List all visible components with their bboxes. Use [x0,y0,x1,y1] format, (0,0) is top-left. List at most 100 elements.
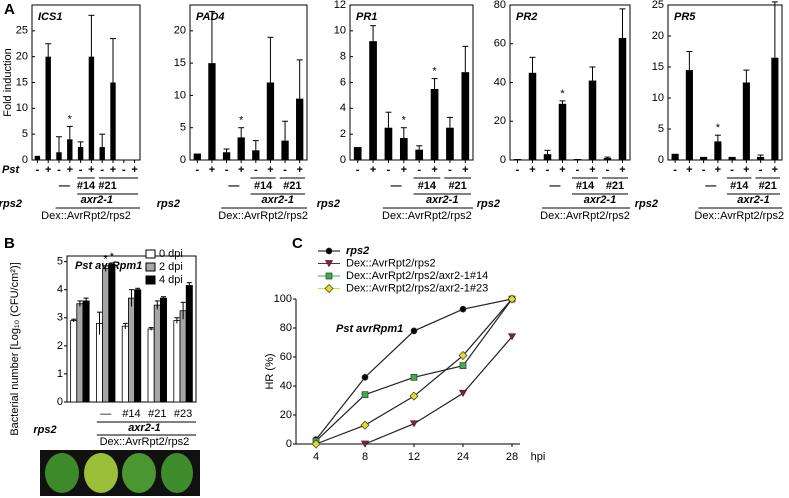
bar [193,153,201,160]
y-tick-label: 1 [57,368,63,380]
construct-label: Dex::AvrRpt2/rps2 [694,210,784,222]
bar [588,80,597,160]
significance-mark: * [239,115,244,127]
x-tick-label: + [462,164,468,176]
bar [67,139,73,160]
y-tick-label: 3 [57,312,63,324]
data-point [459,305,467,313]
y-tick-label: 8 [340,51,346,63]
x-tick-label: - [122,164,126,176]
plot-frame [189,4,308,161]
x-tick-label: - [730,164,734,176]
x-tick-label: + [619,164,625,176]
y-tick-label: 0 [500,154,506,166]
x-tick-label: + [110,164,116,176]
bar [757,156,765,160]
row-label: rps2 [317,198,340,210]
y-tick-label: 15 [174,57,186,69]
x-tick-label: #21 [148,408,166,420]
panel-label: B [4,235,15,252]
y-tick-label: 100 [274,293,292,305]
group-label: #21 [759,180,777,192]
data-point [507,333,517,341]
bar [34,155,41,160]
x-tick-label: + [431,164,437,176]
bar [558,103,567,160]
x-tick-label: - [448,164,452,176]
significance-mark: * [110,251,115,263]
chart-title: PAD4 [196,11,225,23]
y-tick-label: 5 [57,256,63,268]
bar [415,149,424,160]
x-tick-label: - [387,164,391,176]
x-tick-label: - [283,164,287,176]
x-axis-label: hpi [531,451,546,463]
x-tick-label: + [370,164,376,176]
bar [618,37,627,160]
group-label: #14 [254,180,273,192]
legend-swatch [145,262,156,272]
y-tick-label: 0 [22,154,28,166]
bar [222,152,231,160]
group-label: — [550,180,561,192]
legend-label: 2 dpi [159,261,183,273]
y-tick-label: 40 [494,76,506,88]
group-label: #21 [283,180,301,192]
bar [771,57,779,161]
bar [369,41,377,160]
y-tick-label: 0 [180,154,186,166]
x-tick-label: - [57,164,61,176]
y-tick-label: 25 [652,0,664,11]
x-tick-label: - [36,164,40,176]
legend-label: 4 dpi [159,274,183,286]
bar [56,152,62,160]
significance-mark: * [432,66,437,78]
bar [82,300,90,403]
x-tick-label: - [79,164,83,176]
y-tick-label: 2 [340,128,346,140]
bar [543,154,552,160]
x-axis-label: Pst [2,164,20,176]
bar [461,72,470,160]
significance-mark: * [560,88,565,100]
y-tick-label: 80 [280,322,292,334]
significance-mark: * [68,113,73,125]
legend-marker [324,284,334,293]
bar [70,320,78,403]
x-tick-label: 28 [506,451,518,463]
data-point [409,391,419,401]
y-tick-label: 20 [280,409,292,421]
construct-label: Dex::AvrRpt2/rps2 [540,210,630,222]
bar [237,137,245,160]
bar [96,322,104,403]
y-tick-label: 4 [340,102,346,114]
x-tick-label: + [67,164,73,176]
x-tick-label: - [195,164,199,176]
x-tick-label: + [296,164,302,176]
y-tick-label: 10 [652,92,664,104]
data-point [410,373,418,381]
group-label: — [228,180,239,192]
y-tick-label: 10 [334,25,346,37]
plot-frame [667,4,783,161]
construct-label: Dex::AvrRpt2/rps2 [382,210,472,222]
x-tick-label: + [267,164,273,176]
y-tick-label: 60 [280,351,292,363]
y-axis-label: HR (%) [264,353,276,389]
legend-label: Dex::AvrRpt2/rps2/axr2-1#23 [346,282,488,294]
bar [446,127,454,160]
panel-label: C [292,235,303,252]
group-title: axr2-1 [81,194,113,206]
bar [399,138,408,160]
bar [128,297,135,403]
y-tick-label: 5 [658,123,664,135]
leaf-photo [40,450,200,496]
series-line [315,298,513,441]
group-label: — [59,180,70,192]
significance-mark: * [402,115,407,127]
y-tick-label: 0 [658,154,664,166]
y-axis-label: Bacterial number [Log₁₀ (CFU/cm²)] [9,262,21,435]
bar [266,82,275,160]
x-tick-label: + [715,164,721,176]
